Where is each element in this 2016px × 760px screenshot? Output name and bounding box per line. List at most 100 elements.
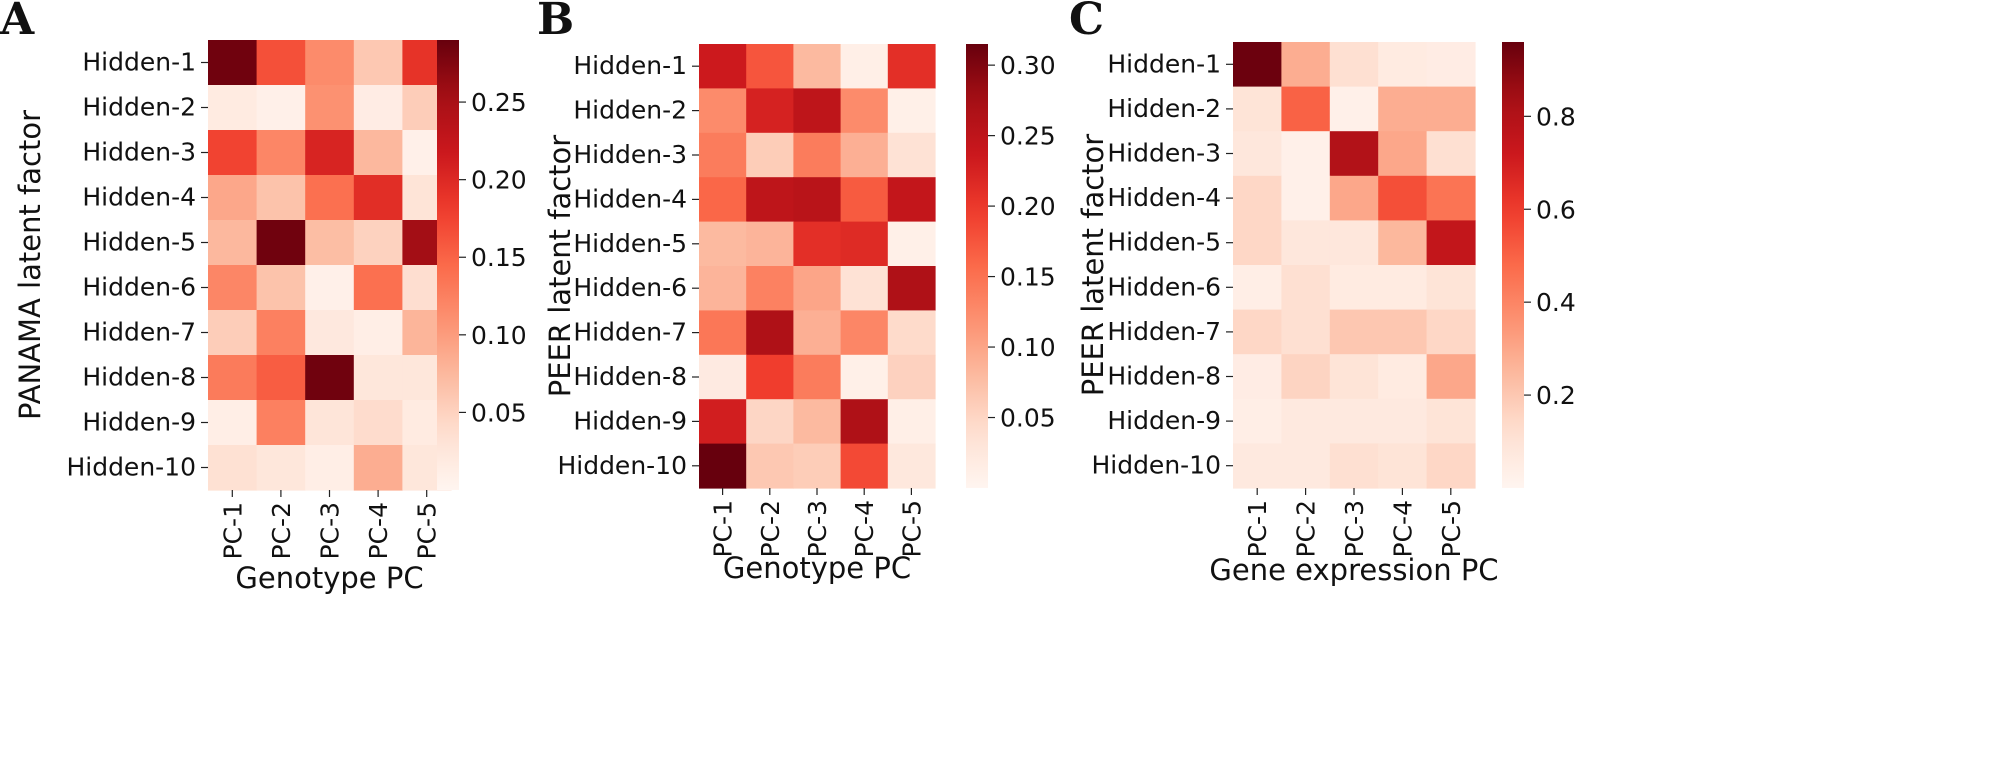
heatmap-cell: [793, 266, 842, 311]
y-tick-label: Hidden-7: [82, 318, 196, 347]
heatmap-cell: [746, 354, 794, 400]
heatmap-cell: [353, 355, 403, 401]
heatmap-cell: [887, 443, 936, 489]
y-tick-label: Hidden-1: [573, 51, 687, 80]
heatmap-cell: [1281, 42, 1331, 88]
x-axis-label: Genotype PC: [723, 551, 911, 585]
heatmap-cell: [1426, 86, 1476, 132]
heatmap-cell: [305, 400, 355, 446]
y-tick-label: Hidden-1: [1107, 49, 1221, 78]
heatmap-cell: [353, 85, 403, 131]
colorbar: [1502, 42, 1524, 488]
heatmap-cell: [887, 132, 936, 178]
y-tick-label: Hidden-7: [1107, 317, 1221, 346]
heatmap-cell: [353, 400, 403, 446]
y-tick-label: Hidden-5: [82, 228, 196, 257]
heatmap-cell: [1329, 175, 1379, 221]
y-tick-label: Hidden-5: [573, 229, 687, 258]
heatmap-cell: [1329, 398, 1379, 444]
y-axis-label: PEER latent factor: [543, 135, 577, 398]
y-tick-label: Hidden-4: [1107, 183, 1221, 212]
y-tick-label: Hidden-9: [1107, 406, 1221, 435]
x-tick-label: PC-1: [218, 502, 247, 559]
heatmap-cell: [305, 265, 355, 311]
heatmap-cell: [208, 355, 258, 401]
heatmap-cell: [208, 40, 258, 86]
x-tick-label: PC-5: [413, 502, 442, 559]
heatmap-cell: [793, 132, 842, 178]
y-tick-label: Hidden-3: [82, 138, 196, 167]
heatmap-cell: [746, 221, 794, 267]
heatmap-cell: [746, 44, 794, 89]
colorbar-tick-label: 0.2: [1536, 381, 1576, 410]
heatmap-cell: [1378, 131, 1428, 177]
y-tick-label: Hidden-3: [1107, 139, 1221, 168]
heatmap-cells: [1233, 42, 1476, 489]
x-tick-label: PC-3: [803, 500, 832, 557]
colorbar-tick-label: 0.20: [471, 166, 527, 195]
x-tick-label: PC-3: [316, 502, 345, 559]
heatmap-cell: [699, 310, 747, 356]
heatmap-cell: [699, 44, 747, 89]
heatmap-cell: [1233, 86, 1282, 132]
heatmap-cell: [1329, 265, 1379, 311]
heatmap-cell: [840, 88, 889, 134]
heatmap-cell: [699, 132, 747, 178]
y-axis-label: PEER latent factor: [1076, 134, 1110, 397]
heatmap-cell: [887, 177, 936, 223]
heatmap-cell: [887, 221, 936, 267]
heatmap-cell: [208, 445, 258, 491]
heatmap-cell: [840, 354, 889, 400]
heatmap-cell: [840, 310, 889, 356]
heatmap-cell: [1329, 42, 1379, 88]
heatmap-cell: [1378, 220, 1428, 266]
heatmap-cell: [887, 266, 936, 311]
heatmap-cell: [208, 220, 258, 266]
heatmap-cell: [353, 175, 403, 221]
heatmap-cell: [793, 177, 842, 223]
heatmap-cell: [208, 175, 258, 221]
y-tick-label: Hidden-8: [82, 363, 196, 392]
heatmap-cell: [1281, 175, 1331, 221]
heatmap-cell: [1426, 265, 1476, 311]
heatmap-cell: [793, 221, 842, 267]
heatmap-cell: [887, 88, 936, 134]
heatmap-cell: [840, 399, 889, 445]
heatmap-cell: [256, 175, 306, 221]
heatmap-cell: [1426, 220, 1476, 266]
colorbar-tick-label: 0.6: [1536, 195, 1576, 224]
heatmap-cell: [353, 445, 403, 491]
heatmap-cell: [1233, 443, 1282, 489]
heatmap-cell: [887, 399, 936, 445]
heatmap-cell: [699, 266, 747, 311]
heatmap-cell: [256, 310, 306, 356]
heatmap-cell: [793, 88, 842, 134]
heatmap-cell: [1281, 220, 1331, 266]
heatmap-cell: [746, 310, 794, 356]
heatmap-cell: [1233, 265, 1282, 311]
x-tick-label: PC-2: [756, 500, 785, 557]
heatmap-cell: [887, 44, 936, 89]
heatmap-cell: [1378, 354, 1428, 400]
heatmap-cell: [1378, 265, 1428, 311]
heatmap-cell: [1426, 175, 1476, 221]
y-tick-label: Hidden-1: [82, 48, 196, 77]
heatmap-cell: [840, 443, 889, 489]
y-tick-label: Hidden-10: [66, 453, 196, 482]
heatmap-cell: [746, 266, 794, 311]
heatmap-cell: [208, 85, 258, 131]
y-tick-label: Hidden-4: [573, 184, 687, 213]
heatmap-cell: [353, 40, 403, 86]
heatmap-cell: [1378, 443, 1428, 489]
heatmap-cell: [305, 220, 355, 266]
x-tick-label: PC-2: [1292, 500, 1321, 557]
y-tick-label: Hidden-10: [1091, 451, 1221, 480]
y-tick-label: Hidden-9: [573, 406, 687, 435]
heatmap-cell: [256, 130, 306, 176]
heatmap-cell: [1426, 309, 1476, 355]
y-tick-label: Hidden-5: [1107, 228, 1221, 257]
heatmap-cell: [699, 177, 747, 223]
colorbar: [966, 44, 988, 488]
